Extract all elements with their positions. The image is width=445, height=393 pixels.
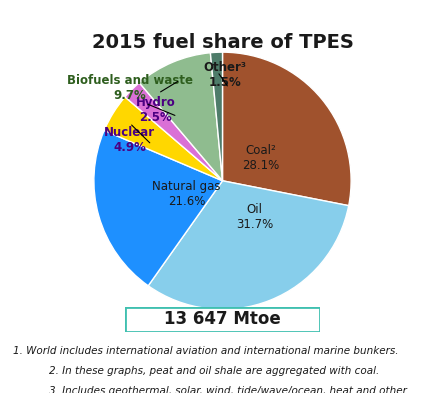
Text: Coal²
28.1%: Coal² 28.1%	[243, 143, 280, 172]
Text: Nuclear
4.9%: Nuclear 4.9%	[104, 126, 155, 154]
Wedge shape	[139, 53, 222, 181]
Wedge shape	[222, 52, 351, 206]
Wedge shape	[94, 130, 222, 286]
Text: Oil
31.7%: Oil 31.7%	[236, 203, 273, 231]
Wedge shape	[148, 181, 349, 309]
Text: 13 647 Mtoe: 13 647 Mtoe	[164, 310, 281, 328]
Wedge shape	[104, 97, 222, 181]
Text: Natural gas
21.6%: Natural gas 21.6%	[152, 180, 221, 208]
Wedge shape	[125, 83, 222, 181]
Text: 2015 fuel share of TPES: 2015 fuel share of TPES	[92, 33, 353, 52]
Text: 2. In these graphs, peat and oil shale are aggregated with coal.: 2. In these graphs, peat and oil shale a…	[49, 366, 379, 376]
Text: Other³
1.5%: Other³ 1.5%	[203, 61, 247, 89]
Text: 1. World includes international aviation and international marine bunkers.: 1. World includes international aviation…	[13, 346, 399, 356]
Text: 3. Includes geothermal, solar, wind, tide/wave/ocean, heat and other.: 3. Includes geothermal, solar, wind, tid…	[49, 386, 409, 393]
Wedge shape	[210, 52, 222, 181]
Text: Biofuels and waste
9.7%: Biofuels and waste 9.7%	[67, 74, 193, 102]
Text: Hydro
2.5%: Hydro 2.5%	[136, 96, 175, 124]
FancyBboxPatch shape	[125, 307, 320, 332]
